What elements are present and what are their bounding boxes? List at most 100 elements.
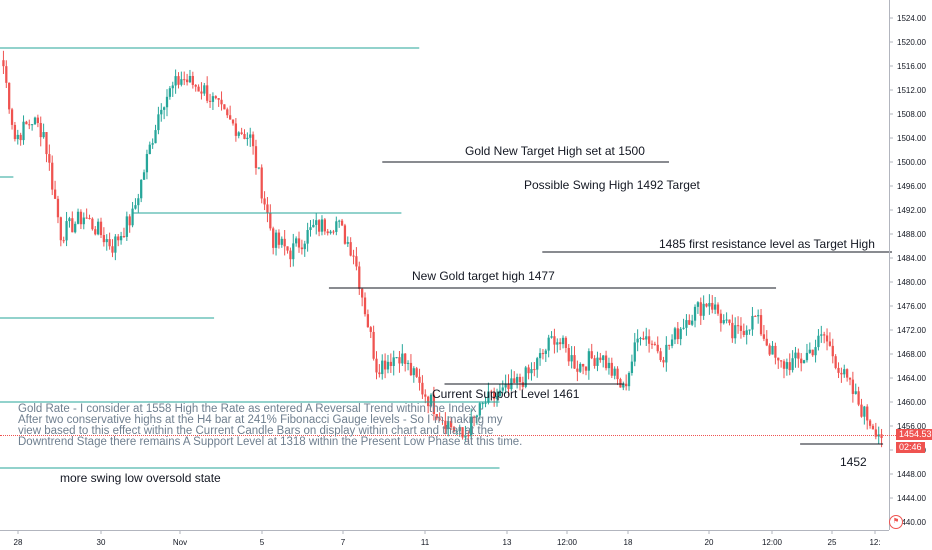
candle-body xyxy=(122,236,126,238)
candle-body xyxy=(404,353,407,364)
candle-body xyxy=(171,85,174,89)
candle-body xyxy=(653,343,656,345)
candle-body xyxy=(340,220,344,226)
candles-layer xyxy=(2,50,883,448)
candle-body xyxy=(56,198,60,218)
candle-body xyxy=(825,335,829,342)
candle-body xyxy=(97,221,100,235)
candle-body xyxy=(297,238,301,248)
candle-body xyxy=(857,391,860,405)
candle-body xyxy=(616,368,619,380)
candle-body xyxy=(406,362,410,364)
time-tick-label: 25 xyxy=(828,538,837,547)
time-axis[interactable]: 28 30 Nov 5 7 11 13 12:00 18 20 12:00 25 12: xyxy=(0,530,889,547)
candle-body xyxy=(765,338,768,346)
candle-body xyxy=(828,341,832,346)
candle-body xyxy=(725,319,728,321)
candle-body xyxy=(794,352,797,359)
candle-body xyxy=(576,368,579,372)
candle-body xyxy=(452,427,456,432)
price-axis[interactable]: 1440.001444.001448.001452.001456.001460.… xyxy=(889,0,926,530)
candle-body xyxy=(174,76,177,86)
candle-body xyxy=(541,353,545,355)
candle-body xyxy=(650,343,654,345)
candle-body xyxy=(59,217,62,241)
time-tick-label: 5 xyxy=(260,538,265,547)
candle-body xyxy=(269,212,272,229)
last-price-line xyxy=(0,435,896,436)
candle-body xyxy=(329,231,332,234)
candle-body xyxy=(567,347,570,362)
candle-body xyxy=(71,218,74,233)
annotation-support-1461: Current Support Level 1461 xyxy=(432,387,580,401)
candle-body xyxy=(602,355,605,361)
candle-body xyxy=(363,297,367,315)
candle-body xyxy=(472,416,476,418)
price-tick-label: 1460.00 xyxy=(897,398,926,407)
candle-body xyxy=(613,368,616,376)
candle-body xyxy=(722,320,725,324)
price-tick-label: 1504.00 xyxy=(897,134,926,143)
candle-body xyxy=(625,383,628,387)
candle-body xyxy=(691,320,694,325)
candle-body xyxy=(599,357,602,361)
candle-body xyxy=(633,342,636,362)
candle-body xyxy=(581,363,585,367)
candle-body xyxy=(449,421,453,428)
candle-body xyxy=(389,361,392,367)
candle-body xyxy=(320,219,324,232)
candle-body xyxy=(2,60,5,67)
annotation-resistance-1485: 1485 first resistance level as Target Hi… xyxy=(659,237,875,251)
candle-body xyxy=(249,134,252,138)
candle-body xyxy=(814,347,817,356)
time-tick-label: 20 xyxy=(705,538,714,547)
time-tick-label: 18 xyxy=(624,538,633,547)
candle-body xyxy=(137,198,140,206)
candle-body xyxy=(432,394,436,415)
candle-body xyxy=(716,304,720,314)
candle-body xyxy=(392,357,395,367)
candle-body xyxy=(131,208,134,226)
candle-body xyxy=(237,132,240,136)
candle-body xyxy=(438,418,441,421)
candle-body xyxy=(782,361,786,369)
note-line-1: Gold Rate - I consider at 1558 High the … xyxy=(18,403,484,415)
candle-body xyxy=(538,353,542,359)
candle-body xyxy=(530,369,533,374)
candle-body xyxy=(831,345,834,357)
candle-body xyxy=(441,420,444,422)
candle-body xyxy=(358,266,361,289)
price-tick-label: 1440.00 xyxy=(897,518,926,527)
candle-body xyxy=(748,329,751,331)
candle-body xyxy=(343,225,347,244)
candle-body xyxy=(840,372,843,375)
candle-body xyxy=(82,217,85,225)
candle-body xyxy=(688,320,691,325)
candle-body xyxy=(68,218,71,222)
candle-body xyxy=(226,109,229,116)
candle-body xyxy=(317,220,321,232)
candle-body xyxy=(475,415,479,417)
flag-icon[interactable]: ⚑ xyxy=(889,515,903,529)
note-line-4: Downtrend Stage there remains A Support … xyxy=(18,436,523,448)
candle-body xyxy=(513,378,516,383)
candle-body xyxy=(206,85,209,101)
candle-body xyxy=(705,303,708,307)
candle-body xyxy=(53,189,57,199)
candle-body xyxy=(33,117,37,125)
candle-body xyxy=(326,231,329,234)
price-tick-label: 1524.00 xyxy=(897,14,926,23)
candle-body xyxy=(421,382,424,395)
candle-body xyxy=(383,360,387,370)
candle-body xyxy=(119,236,123,241)
candle-body xyxy=(444,420,447,430)
candle-body xyxy=(843,369,846,375)
candle-body xyxy=(292,243,295,260)
candle-body xyxy=(125,216,128,237)
time-tick-label: 11 xyxy=(421,538,430,547)
candle-body xyxy=(154,130,157,144)
candle-body xyxy=(332,231,335,233)
candle-body xyxy=(134,205,137,209)
candle-body xyxy=(679,328,682,340)
